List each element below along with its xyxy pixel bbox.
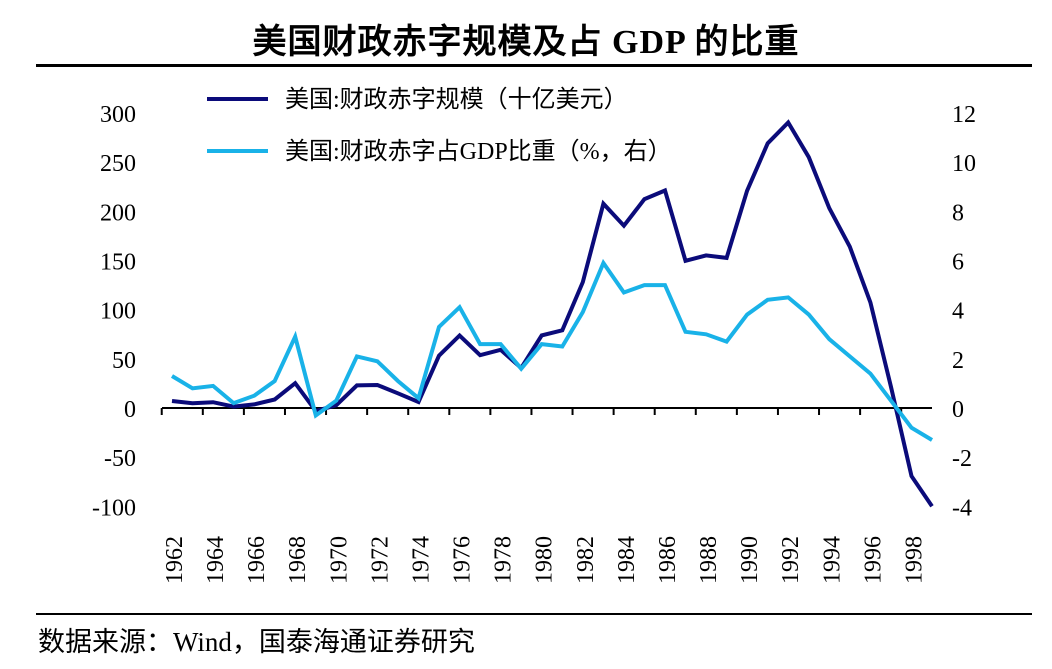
y-tick-label: 50 [112, 348, 136, 374]
y-tick-label: -50 [104, 446, 136, 472]
x-tick-label: 1962 [162, 536, 188, 584]
x-tick-label: 1966 [244, 536, 270, 584]
y-tick-label: 100 [100, 299, 136, 325]
x-tick-label: 1986 [655, 536, 681, 584]
y-tick-label: 150 [100, 250, 136, 276]
x-tick-label: 1972 [367, 536, 393, 584]
left-axis: 300 250 200 150 100 50 0 -50 -100 [92, 102, 136, 521]
x-tick-label: 1994 [819, 536, 845, 584]
y2-tick-label: 0 [952, 397, 964, 423]
x-tick-label: 1998 [901, 536, 927, 584]
x-tick-label: 1964 [203, 536, 229, 584]
legend-label-deficit: 美国:财政赤字规模（十亿美元） [285, 86, 628, 113]
series-lines [170, 119, 934, 508]
x-tick-label: 1970 [326, 536, 352, 584]
source-note: 数据来源：Wind，国泰海通证券研究 [38, 627, 475, 657]
y2-tick-label: 2 [952, 348, 964, 374]
y2-tick-label: 8 [952, 200, 964, 226]
x-tick-label: 1974 [408, 536, 434, 584]
legend: 美国:财政赤字规模（十亿美元） 美国:财政赤字占GDP比重（%，右） [207, 86, 672, 165]
y-tick-label: 0 [124, 397, 136, 423]
legend-label-gdp-ratio: 美国:财政赤字占GDP比重（%，右） [285, 138, 672, 165]
x-tick-label: 1992 [778, 536, 804, 584]
x-tick-label: 1968 [285, 536, 311, 584]
x-tick-label: 1978 [491, 536, 517, 584]
y-tick-label: 300 [100, 102, 136, 128]
x-axis: 1962 1964 1966 1968 1970 1972 1974 1976 1978 1980… [160, 407, 932, 584]
chart-title: 美国财政赤字规模及占 GDP 的比重 [252, 24, 800, 61]
x-tick-label: 1982 [573, 536, 599, 584]
y-tick-label: 200 [100, 200, 136, 226]
x-tick-label: 1988 [696, 536, 722, 584]
y-tick-label: 250 [100, 151, 136, 177]
y2-tick-label: 10 [952, 151, 976, 177]
x-tick-label: 1984 [614, 536, 640, 584]
x-tick-label: 1980 [532, 536, 558, 584]
y2-tick-label: 12 [952, 102, 976, 128]
y2-tick-label: -2 [952, 446, 972, 472]
series-line-deficit [171, 119, 934, 508]
x-tick-label: 1990 [737, 536, 763, 584]
title-divider [36, 64, 1032, 67]
x-tick-label: 1976 [450, 536, 476, 584]
y2-tick-label: 6 [952, 250, 964, 276]
y2-tick-label: 4 [952, 299, 964, 325]
y2-tick-label: -4 [952, 495, 972, 521]
y-tick-label: -100 [92, 495, 136, 521]
x-tick-label: 1996 [860, 536, 886, 584]
series-line-gdp-ratio [170, 258, 934, 442]
footer-divider [36, 613, 1032, 615]
right-axis: 12 10 8 6 4 2 0 -2 -4 [952, 102, 976, 521]
